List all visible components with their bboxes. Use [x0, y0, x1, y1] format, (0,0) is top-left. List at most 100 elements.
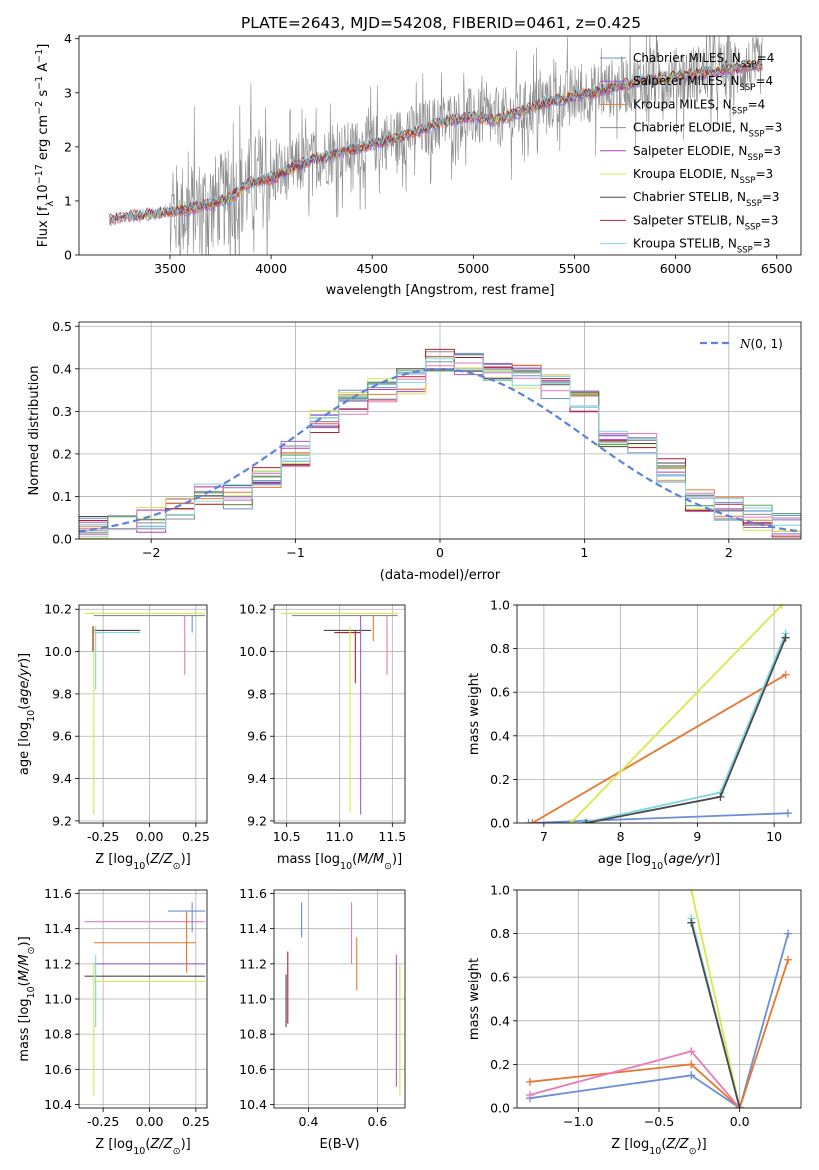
panel-age_vs_Z: -0.25 0.00 0.25 9.2 9.4 9.6 9.8 10.0 10.2 Z [log1…	[17, 602, 210, 872]
y-tick-label: 9.2	[52, 813, 72, 828]
y-tick-label: 0.0	[52, 532, 72, 547]
y-tick-label: 11.4	[239, 921, 267, 936]
weight-marker	[784, 929, 793, 938]
y-tick-label: 10.0	[239, 644, 267, 659]
x-axis-label: wavelength [Angstrom, rest frame]	[326, 283, 555, 298]
y-tick-label: 10.2	[239, 602, 267, 617]
plot-area-mass_vs_Z	[84, 902, 206, 1096]
x-tick-label: 11.0	[326, 829, 354, 844]
x-tick-label: -0.25	[87, 829, 119, 844]
legend-label: Chabrier ELODIE, NSSP=3	[633, 121, 782, 140]
weight-line	[582, 632, 787, 823]
weight-marker	[716, 792, 725, 801]
normal-distribution-curve	[79, 368, 801, 533]
y-tick-label: 0.1	[52, 489, 72, 504]
model-spectrum-line	[108, 58, 763, 224]
x-axis-label: mass [log10(M/M⊙)]	[277, 852, 402, 872]
y-tick-label: 11.4	[44, 921, 72, 936]
x-tick-label: 10	[766, 829, 782, 844]
y-tick-label: 9.4	[52, 771, 72, 786]
weight-marker	[784, 955, 793, 964]
x-axis-label: Z [log10(Z/Z⊙)]	[95, 1137, 190, 1157]
plot-area-spectrum	[108, 36, 763, 255]
weight-line	[690, 890, 741, 1108]
plot-layer: 3500 4000 4500 5000 5500 6000 6500 0 1 2 3 4 wavelen…	[17, 31, 802, 1157]
x-tick-label: 0.25	[182, 829, 210, 844]
x-axis-label: E(B-V)	[319, 1137, 359, 1152]
weight-line	[690, 922, 741, 1108]
axes-frame	[516, 604, 802, 824]
weight-line	[585, 637, 787, 823]
y-axis-label: Normed distribution	[27, 366, 42, 496]
x-tick-label: −0.5	[644, 1114, 674, 1129]
model-spectrum-line	[108, 58, 763, 223]
y-tick-label: 0.4	[490, 728, 510, 743]
panel-spectrum: 3500 4000 4500 5000 5500 6000 6500 0 1 2 3 4 wavelen…	[34, 31, 802, 298]
x-tick-label: 0.6	[367, 1114, 387, 1129]
x-tick-label: -0.25	[87, 1114, 119, 1129]
axes-frame	[78, 35, 802, 256]
y-tick-label: 0.6	[490, 685, 510, 700]
y-tick-label: 10.0	[44, 644, 72, 659]
y-tick-label: 10.4	[239, 1097, 267, 1112]
weight-line	[570, 605, 783, 823]
x-tick-label: 6000	[660, 261, 692, 276]
y-tick-label: 0.5	[52, 319, 72, 334]
weight-marker	[582, 819, 591, 823]
y-axis-label: mass weight	[467, 673, 482, 755]
axes-frame	[78, 604, 208, 824]
plot-area-mass_vs_EBV	[285, 902, 401, 1096]
y-axis-label: mass [log10(M/M⊙)]	[17, 936, 37, 1061]
x-tick-label: 0.4	[299, 1114, 319, 1129]
y-tick-label: 9.8	[247, 686, 267, 701]
histogram-step-line	[79, 351, 801, 531]
weight-marker	[528, 819, 537, 823]
legend-label: Kroupa MILES, NSSP=4	[633, 97, 765, 116]
plot-area-weight_vs_age	[524, 605, 792, 823]
x-tick-label: 4500	[356, 261, 388, 276]
legend-label: Chabrier STELIB, NSSP=3	[633, 190, 780, 209]
legend: Chabrier MILES, NSSP=4 Salpeter MILES, NS…	[600, 51, 782, 256]
weight-marker	[783, 809, 792, 818]
weight-marker	[687, 918, 696, 927]
x-tick-label: −2	[142, 545, 160, 560]
histogram-step-line	[79, 361, 801, 528]
legend-label: Kroupa ELODIE, NSSP=3	[633, 167, 773, 186]
y-tick-label: 10.6	[239, 1062, 267, 1077]
panel-age_vs_mass: 10.5 11.0 11.5 9.2 9.4 9.6 9.8 10.0 10.2 mass [lo…	[239, 602, 406, 872]
y-tick-label: 11.0	[44, 992, 72, 1007]
legend-label: Kroupa STELIB, NSSP=3	[633, 237, 771, 256]
y-tick-label: 0.2	[490, 772, 510, 787]
x-axis-label: (data-model)/error	[380, 568, 501, 583]
x-axis-label: Z [log10(Z/Z⊙)]	[611, 1137, 706, 1157]
weight-marker	[687, 1060, 696, 1069]
x-tick-label: 11.5	[378, 829, 406, 844]
x-tick-label: 7	[540, 829, 548, 844]
panel-mass_vs_Z: -0.25 0.00 0.25 10.4 10.6 10.8 11.0 11.2 11.4 11.…	[17, 886, 210, 1156]
weight-marker	[687, 1047, 696, 1056]
y-tick-label: 10.8	[44, 1027, 72, 1042]
y-tick-label: 0.4	[490, 1013, 510, 1028]
y-tick-label: 10.6	[44, 1062, 72, 1077]
panel-residuals: −2 −1 0 1 2 0.0 0.1 0.2 0.3 0.4 0.5 N(0, 1) (data-mo…	[27, 319, 802, 583]
x-tick-label: 1	[580, 545, 588, 560]
y-tick-label: 9.6	[247, 729, 267, 744]
x-axis-label: age [log10(age/yr)]	[598, 852, 720, 872]
weight-marker	[566, 819, 575, 823]
y-tick-label: 11.0	[239, 992, 267, 1007]
weight-marker	[781, 633, 790, 642]
plot-area-weight_vs_Z	[525, 890, 793, 1108]
figure-title: PLATE=2643, MJD=54208, FIBERID=0461, z=0…	[241, 14, 641, 32]
y-tick-label: 0.3	[52, 404, 72, 419]
weight-marker	[525, 1090, 534, 1099]
x-tick-label: 0.00	[136, 1114, 164, 1129]
y-tick-label: 9.8	[52, 686, 72, 701]
x-tick-label: 4000	[255, 261, 287, 276]
legend-label: Salpeter MILES, NSSP=4	[633, 74, 773, 93]
x-axis-label: Z [log10(Z/Z⊙)]	[95, 852, 190, 872]
y-tick-label: 11.2	[239, 956, 267, 971]
x-tick-label: −1.0	[563, 1114, 593, 1129]
legend-label: Salpeter STELIB, NSSP=3	[633, 213, 778, 232]
x-tick-label: 0.25	[182, 1114, 210, 1129]
y-tick-label: 3	[64, 85, 72, 100]
